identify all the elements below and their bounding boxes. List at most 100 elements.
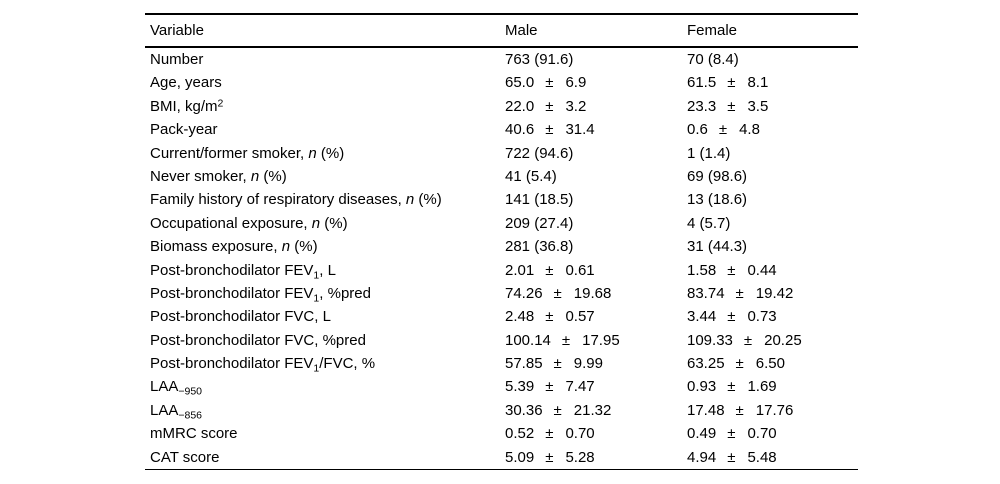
female-value-cell: 63.25 ±6.50 [682, 352, 858, 375]
female-value-cell: 17.48 ±17.76 [682, 399, 858, 422]
variable-text-segment: (%) [414, 191, 442, 209]
sd-value: 20.25 [764, 331, 802, 349]
variable-text-segment: n [281, 238, 291, 256]
table-row: Current/former smoker, n (%) 722 (94.6) 1 … [145, 142, 858, 165]
variable-text-segment: −950 [178, 385, 203, 398]
variable-cell: Never smoker, n (%) [145, 165, 500, 188]
mean-value: 83.74 [687, 284, 725, 302]
female-value-cell: 0.93 ±1.69 [682, 375, 858, 398]
female-value-cell: 109.33 ±20.25 [682, 329, 858, 352]
sd-value: 0.61 [565, 261, 595, 279]
male-value-cell: 100.14 ±17.95 [500, 329, 682, 352]
table-row: Post-bronchodilator FEV1, %pred 74.26 ±19.… [145, 282, 858, 305]
sd-value: 0.57 [565, 308, 595, 326]
variable-text-segment: (%) [259, 167, 287, 185]
variable-text-segment: Number [150, 51, 204, 68]
sd-value: 4.8 [739, 121, 760, 139]
plus-minus-sign: ± [545, 261, 554, 279]
variable-text-segment: Age, years [150, 74, 222, 92]
table-row: Post-bronchodilator FVC, L 2.48 ±0.57 3.44 ±… [145, 305, 858, 328]
table-body: Number 763 (91.6) 70 (8.4) Age, years 65.0 ±6… [145, 48, 858, 469]
table-row: mMRC score 0.52 ±0.70 0.49 ±0.70 [145, 422, 858, 445]
plus-minus-sign: ± [553, 284, 562, 302]
variable-text-segment: Current/former smoker, [150, 144, 309, 162]
male-value-cell: 5.09 ±5.28 [500, 446, 682, 469]
plus-minus-sign: ± [545, 121, 554, 139]
mean-value: 30.36 [505, 401, 543, 419]
sd-value: 17.95 [582, 331, 620, 349]
variable-text-segment: Never smoker, [150, 167, 251, 185]
table-row: Biomass exposure, n (%) 281 (36.8) 31 (44.… [145, 235, 858, 258]
variable-text-segment: 1 [313, 292, 320, 305]
mean-value: 5.09 [505, 448, 535, 466]
variable-text-segment: (%) [320, 214, 348, 232]
male-value-cell: 5.39 ±7.47 [500, 375, 682, 398]
variable-cell: Number [145, 48, 500, 71]
sd-value: 0.73 [747, 308, 777, 326]
sd-value: 0.70 [565, 425, 595, 443]
male-value-cell: 57.85 ±9.99 [500, 352, 682, 375]
sd-value: 7.47 [565, 378, 595, 396]
variable-text-segment: 1 [313, 269, 320, 282]
plus-minus-sign: ± [561, 331, 571, 349]
variable-cell: Occupational exposure, n (%) [145, 212, 500, 235]
variable-cell: LAA−856 [145, 399, 500, 422]
variable-cell: Post-bronchodilator FVC, L [145, 305, 500, 328]
plus-minus-sign: ± [727, 378, 736, 396]
male-value-cell: 65.0 ±6.9 [500, 71, 682, 94]
female-value-cell: 3.44 ±0.73 [682, 305, 858, 328]
sd-value: 17.76 [755, 401, 794, 419]
variable-cell: CAT score [145, 446, 500, 469]
female-value-cell: 13 (18.6) [687, 191, 748, 209]
sd-value: 5.48 [747, 448, 777, 466]
plus-minus-sign: ± [727, 308, 736, 326]
male-value-cell: 141 (18.5) [505, 191, 574, 209]
male-value-cell: 722 (94.6) [505, 144, 574, 162]
mean-value: 74.26 [505, 284, 543, 302]
plus-minus-sign: ± [727, 425, 736, 443]
sd-value: 19.68 [573, 284, 612, 302]
variable-text-segment: (%) [316, 144, 345, 162]
table-row: Family history of respiratory diseases, … [145, 188, 858, 211]
subject-characteristics-table: Variable Male Female Number 763 (91.6) 70 … [145, 13, 858, 471]
female-value-cell: 31 (44.3) [687, 238, 748, 256]
plus-minus-sign: ± [735, 401, 744, 419]
variable-text-segment: , %pred [319, 284, 371, 302]
mean-value: 65.0 [505, 74, 535, 92]
male-value-cell: 30.36 ±21.32 [500, 399, 682, 422]
table-row: Never smoker, n (%) 41 (5.4) 69 (98.6) [145, 165, 858, 188]
variable-cell: Age, years [145, 71, 500, 94]
variable-text-segment: Post-bronchodilator FEV [150, 284, 314, 302]
variable-cell: Post-bronchodilator FEV1, %pred [145, 282, 500, 305]
female-value-cell: 0.49 ±0.70 [682, 422, 858, 445]
table-row: BMI, kg/m2 22.0 ±3.2 23.3 ±3.5 [145, 95, 858, 118]
table-row: Pack-year 40.6 ±31.4 0.6 ±4.8 [145, 118, 858, 141]
variable-cell: Biomass exposure, n (%) [145, 235, 500, 258]
female-value-cell: 70 (8.4) [687, 51, 739, 68]
sd-value: 3.5 [747, 97, 769, 115]
variable-text-segment: Biomass exposure, [150, 238, 282, 256]
variable-text-segment: Post-bronchodilator FEV [150, 355, 314, 373]
variable-cell: mMRC score [145, 422, 500, 445]
sd-value: 31.4 [565, 121, 595, 139]
plus-minus-sign: ± [545, 308, 554, 326]
variable-text-segment: −856 [178, 409, 203, 422]
mean-value: 3.44 [687, 308, 717, 326]
male-value-cell: 763 (91.6) [505, 51, 574, 68]
variable-text-segment: Post-bronchodilator FEV [150, 261, 314, 279]
variable-text-segment: 1 [313, 362, 320, 375]
variable-cell: LAA−950 [145, 375, 500, 398]
variable-cell: Post-bronchodilator FVC, %pred [145, 329, 500, 352]
table-row: Number 763 (91.6) 70 (8.4) [145, 48, 858, 71]
column-header-male: Male [505, 22, 538, 39]
variable-text-segment: n [405, 191, 415, 209]
plus-minus-sign: ± [727, 97, 736, 115]
female-value-cell: 61.5 ±8.1 [682, 71, 858, 94]
column-header-female: Female [687, 22, 738, 39]
sd-value: 9.99 [573, 355, 603, 373]
table-row: Post-bronchodilator FEV1, L 2.01 ±0.61 1.58… [145, 259, 858, 282]
plus-minus-sign: ± [727, 448, 736, 466]
female-value-cell: 1 (1.4) [687, 144, 731, 162]
female-value-cell: 69 (98.6) [687, 167, 748, 185]
male-value-cell: 22.0 ±3.2 [500, 95, 682, 118]
